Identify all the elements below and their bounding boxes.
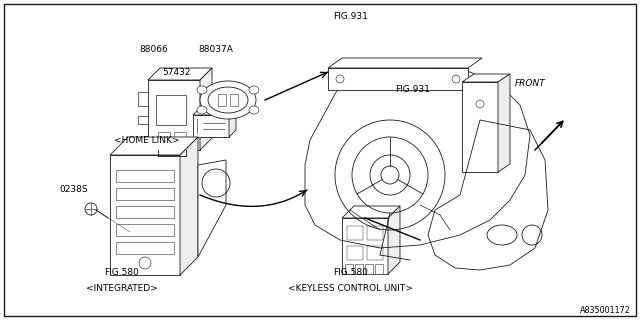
Bar [342,218,388,274]
Polygon shape [193,108,236,115]
Ellipse shape [249,86,259,94]
Ellipse shape [200,81,256,119]
Bar [367,246,383,260]
Circle shape [381,166,399,184]
Polygon shape [328,58,482,68]
Text: 88037A: 88037A [198,45,233,54]
Bar [116,170,174,182]
Text: 57432: 57432 [162,68,191,76]
Bar [230,94,238,106]
Bar [116,224,174,236]
Bar [328,68,468,90]
Text: A835001172: A835001172 [580,306,630,315]
Polygon shape [110,137,198,155]
Polygon shape [342,206,400,218]
Polygon shape [200,68,212,150]
Bar [345,264,353,274]
Text: <INTEGRATED>: <INTEGRATED> [86,284,157,293]
Ellipse shape [249,106,259,114]
Bar [138,116,148,124]
Polygon shape [498,74,510,172]
Polygon shape [198,160,226,257]
Polygon shape [388,206,400,274]
Bar [347,246,363,260]
Text: <KEYLESS CONTROL UNIT>: <KEYLESS CONTROL UNIT> [287,284,413,293]
Text: FIG.931: FIG.931 [396,85,430,94]
Bar [138,92,148,106]
Bar [193,115,229,137]
Bar [174,132,186,140]
Polygon shape [180,137,198,275]
Bar [375,264,383,274]
Text: 0238S: 0238S [60,185,88,194]
Text: FIG.931: FIG.931 [333,12,367,20]
Bar [462,82,498,172]
Text: 88066: 88066 [140,45,168,54]
Circle shape [85,203,97,215]
Polygon shape [148,68,212,80]
Polygon shape [229,108,236,137]
Text: <HOME LINK>: <HOME LINK> [115,136,180,145]
Text: FIG.580: FIG.580 [333,268,367,277]
Bar [218,94,226,106]
Polygon shape [462,74,510,82]
Text: FRONT: FRONT [515,79,546,88]
Bar [116,206,174,218]
Bar [148,80,200,150]
Bar [156,95,186,125]
Bar [355,264,363,274]
Bar [110,155,180,275]
Bar [116,188,174,200]
Bar [158,132,170,140]
Bar [116,242,174,254]
Ellipse shape [197,106,207,114]
Bar [365,264,373,274]
Bar [347,226,363,240]
Text: FIG.580: FIG.580 [104,268,139,277]
Ellipse shape [197,86,207,94]
Bar [367,226,383,240]
